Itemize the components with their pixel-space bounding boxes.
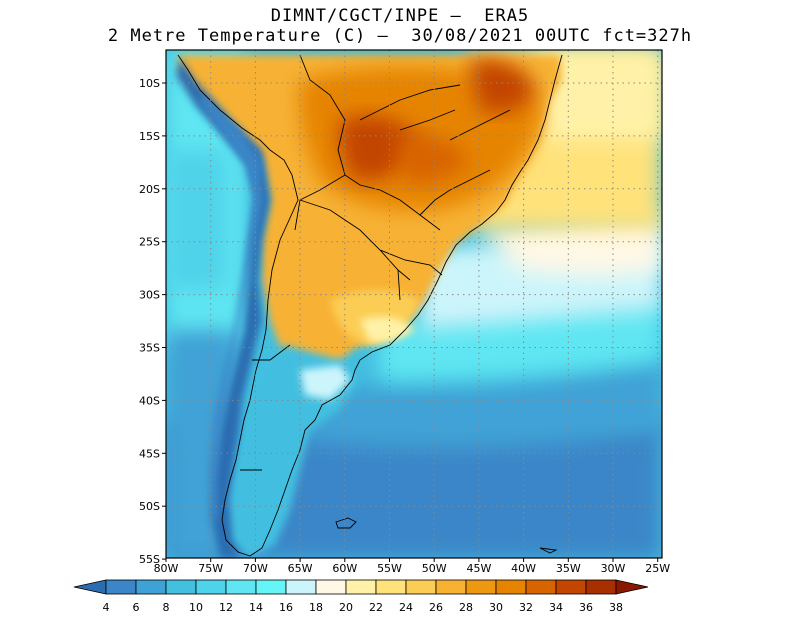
colorbar-swatch <box>105 579 137 595</box>
colorbar-swatch <box>195 579 227 595</box>
temperature-field <box>166 50 662 558</box>
colorbar-swatch <box>525 579 557 595</box>
colorbar-low-arrow <box>73 579 107 595</box>
colorbar-swatch <box>255 579 287 595</box>
colorbar-level-label: 36 <box>579 601 593 614</box>
lat-label: 30S <box>139 289 160 302</box>
colorbar-swatch <box>555 579 587 595</box>
lat-label: 45S <box>139 447 160 460</box>
lat-label: 10S <box>139 77 160 90</box>
latitude-labels: 10S 15S 20S 25S 30S 35S 40S 45S 50S 55S <box>139 77 166 566</box>
lat-label: 55S <box>139 553 160 566</box>
south-georgia <box>539 547 558 554</box>
colorbar-swatch <box>135 579 167 595</box>
lon-label: 30W <box>601 562 626 575</box>
colorbar-level-label: 26 <box>429 601 443 614</box>
colorbar-level-label: 34 <box>549 601 563 614</box>
lon-label: 80W <box>154 562 179 575</box>
colorbar-swatch <box>225 579 257 595</box>
lon-label: 35W <box>556 562 581 575</box>
colorbar-level-label: 20 <box>339 601 353 614</box>
map-title-line-1: DIMNT/CGCT/INPE – ERA5 <box>270 6 530 26</box>
colorbar-level-label: 30 <box>489 601 503 614</box>
colorbar-level-label: 28 <box>459 601 473 614</box>
colorbar-swatch <box>585 579 617 595</box>
country-borders <box>240 54 511 471</box>
colorbar-swatch <box>495 579 527 595</box>
lon-label: 65W <box>288 562 313 575</box>
colorbar-level-label: 22 <box>369 601 383 614</box>
map-frame <box>165 49 663 559</box>
falkland-islands <box>335 517 357 529</box>
lon-label: 75W <box>198 562 223 575</box>
colorbar-high-arrow <box>615 579 649 595</box>
longitude-labels: 80W 75W 70W 65W 60W 55W 50W 45W 40W 35W 30W 25W <box>154 558 670 575</box>
lon-label: 50W <box>422 562 447 575</box>
colorbar-level-label: 38 <box>609 601 623 614</box>
colorbar-swatch <box>405 579 437 595</box>
colorbar: 4 6 8 10 12 14 16 18 20 22 24 26 28 30 32 34 36 38 <box>73 579 649 614</box>
colorbar-level-label: 24 <box>399 601 413 614</box>
lon-label: 70W <box>243 562 268 575</box>
coastlines-and-borders <box>177 54 563 557</box>
colorbar-swatch <box>165 579 197 595</box>
colorbar-level-label: 8 <box>163 601 170 614</box>
colorbar-swatch <box>345 579 377 595</box>
colorbar-swatch <box>285 579 317 595</box>
lon-label: 25W <box>645 562 670 575</box>
colorbar-level-label: 12 <box>219 601 233 614</box>
colorbar-level-label: 14 <box>249 601 263 614</box>
colorbar-swatch <box>375 579 407 595</box>
lon-label: 55W <box>377 562 402 575</box>
colorbar-level-label: 16 <box>279 601 293 614</box>
colorbar-swatch <box>465 579 497 595</box>
south-america-coastline <box>177 54 563 557</box>
colorbar-swatch <box>315 579 347 595</box>
lon-label: 40W <box>511 562 536 575</box>
colorbar-level-label: 10 <box>189 601 203 614</box>
graticule <box>166 50 662 558</box>
colorbar-level-label: 6 <box>133 601 140 614</box>
lat-label: 35S <box>139 342 160 355</box>
lat-label: 20S <box>139 183 160 196</box>
colorbar-level-label: 32 <box>519 601 533 614</box>
lat-label: 40S <box>139 394 160 407</box>
lon-label: 45W <box>466 562 491 575</box>
lon-label: 60W <box>332 562 357 575</box>
lat-label: 50S <box>139 500 160 513</box>
lat-label: 25S <box>139 236 160 249</box>
colorbar-level-label: 18 <box>309 601 323 614</box>
colorbar-swatch <box>435 579 467 595</box>
map-title-line-2: 2 Metre Temperature (C) – 30/08/2021 00U… <box>107 26 693 46</box>
lat-label: 15S <box>139 130 160 143</box>
colorbar-level-label: 4 <box>103 601 110 614</box>
